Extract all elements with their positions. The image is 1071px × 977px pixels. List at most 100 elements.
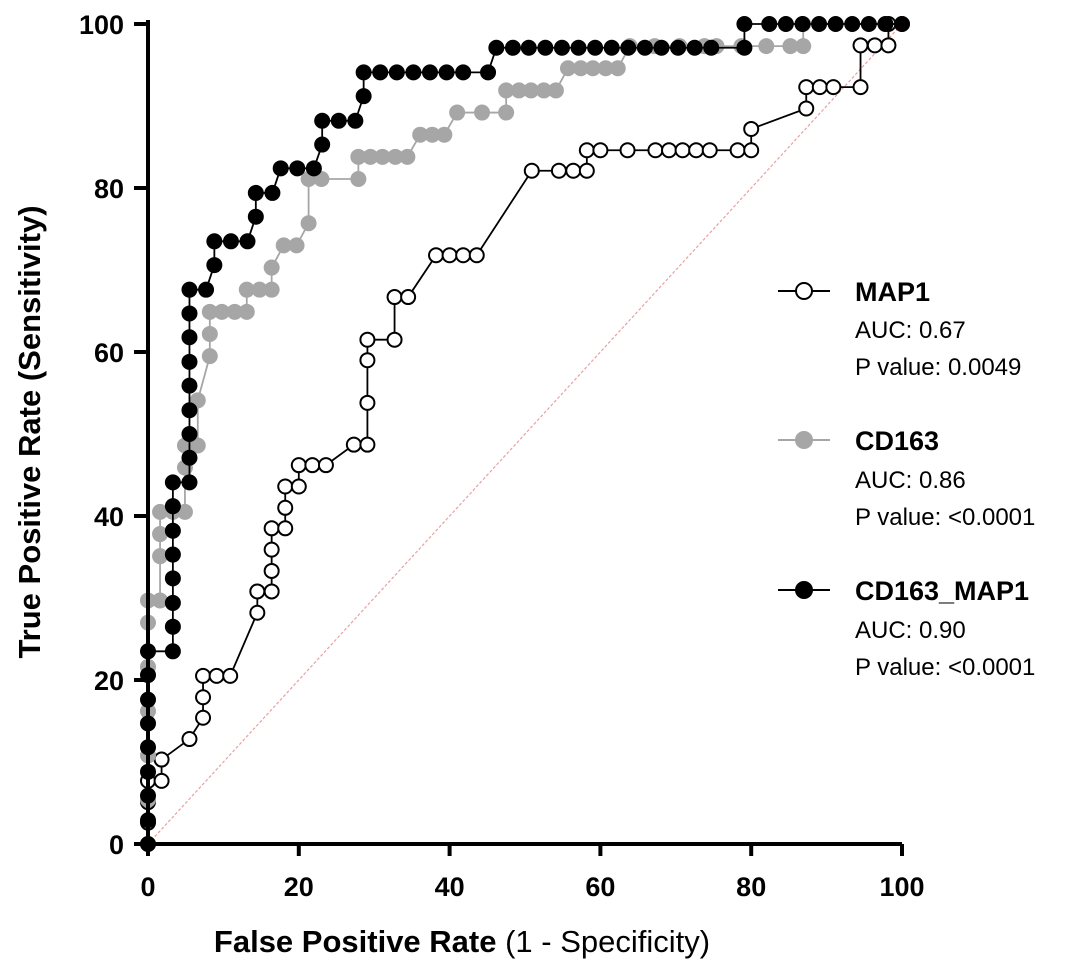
- data-point-map1: [277, 478, 294, 495]
- x-axis-title: False Positive Rate (1 - Specificity): [214, 924, 710, 959]
- y-tick-label: 60: [94, 338, 124, 368]
- legend-label-cd163-map1: CD163_MAP1: [855, 576, 1029, 606]
- data-point-cd163: [350, 170, 367, 187]
- data-point-map1: [359, 436, 376, 453]
- data-point-cd163: [152, 592, 169, 609]
- data-point-cd163-map1: [305, 160, 322, 177]
- legend-marker-map1: [795, 282, 813, 300]
- data-point-cd163-map1: [181, 353, 198, 370]
- data-point-map1: [866, 37, 883, 54]
- data-point-map1: [304, 457, 321, 474]
- data-point-cd163-map1: [181, 281, 198, 298]
- series-layer: [140, 16, 910, 852]
- data-point-cd163-map1: [181, 449, 198, 466]
- data-point-cd163-map1: [206, 257, 223, 274]
- tick-layer: 0 20 40 60 80 100 0 20 40 60 80 100: [79, 10, 925, 902]
- legend-marker-cd163-map1: [795, 581, 813, 599]
- data-point-cd163-map1: [222, 233, 239, 250]
- data-point-cd163-map1: [504, 39, 521, 56]
- data-point-map1: [523, 162, 540, 179]
- data-point-map1: [578, 142, 595, 159]
- data-point-cd163-map1: [653, 39, 670, 56]
- data-point-cd163: [288, 237, 305, 254]
- data-point-cd163-map1: [761, 16, 778, 32]
- data-point-map1: [263, 583, 280, 600]
- data-point-map1: [825, 79, 842, 96]
- series-cd163-map1: [140, 16, 910, 852]
- data-point-cd163: [498, 104, 515, 121]
- data-point-map1: [181, 731, 198, 748]
- data-point-cd163-map1: [347, 112, 364, 129]
- data-point-cd163-map1: [794, 16, 811, 32]
- data-point-map1: [400, 289, 417, 306]
- data-point-cd163: [300, 215, 317, 232]
- data-point-cd163-map1: [686, 39, 703, 56]
- data-point-cd163: [547, 82, 564, 99]
- legend-auc-cd163: AUC: 0.86: [855, 467, 966, 494]
- legend-entry-cd163: CD163 AUC: 0.86 P value: <0.0001: [778, 426, 1035, 531]
- data-point-cd163-map1: [703, 39, 720, 56]
- data-point-cd163-map1: [181, 377, 198, 394]
- data-point-cd163-map1: [438, 64, 455, 81]
- data-point-cd163-map1: [164, 570, 181, 587]
- data-point-cd163-map1: [620, 39, 637, 56]
- data-point-cd163: [436, 126, 453, 143]
- data-point-map1: [195, 689, 212, 706]
- data-point-cd163-map1: [355, 88, 372, 105]
- data-point-cd163-map1: [355, 64, 372, 81]
- data-point-map1: [222, 667, 239, 684]
- data-point-map1: [798, 100, 815, 117]
- x-axis-title-bold: False Positive Rate: [214, 924, 497, 959]
- legend-entry-map1: MAP1 AUC: 0.67 P value: 0.0049: [778, 277, 1021, 381]
- data-point-map1: [290, 478, 307, 495]
- x-tick-label: 20: [284, 872, 314, 902]
- series-map1: [140, 16, 910, 852]
- y-tick-label: 80: [94, 174, 124, 204]
- data-point-map1: [688, 142, 705, 159]
- data-point-map1: [359, 394, 376, 411]
- data-point-cd163-map1: [181, 474, 198, 491]
- data-point-map1: [317, 457, 334, 474]
- x-tick-label: 40: [435, 872, 465, 902]
- y-tick-label: 100: [79, 10, 124, 40]
- legend: MAP1 AUC: 0.67 P value: 0.0049 CD163 AUC…: [778, 277, 1035, 681]
- data-point-cd163: [758, 38, 775, 55]
- data-point-cd163-map1: [777, 16, 794, 32]
- data-point-map1: [592, 142, 609, 159]
- data-point-cd163-map1: [164, 546, 181, 563]
- x-tick-label: 80: [736, 872, 766, 902]
- data-point-cd163-map1: [247, 184, 264, 201]
- data-point-map1: [195, 667, 212, 684]
- data-point-map1: [619, 142, 636, 159]
- data-point-cd163-map1: [811, 16, 828, 32]
- chance-reference-line: [147, 23, 903, 845]
- data-point-map1: [208, 667, 225, 684]
- data-point-cd163-map1: [314, 112, 331, 129]
- x-tick-label: 0: [140, 872, 155, 902]
- data-point-cd163-map1: [736, 39, 753, 56]
- data-point-cd163-map1: [603, 39, 620, 56]
- data-point-cd163-map1: [181, 329, 198, 346]
- data-point-map1: [359, 352, 376, 369]
- data-point-map1: [852, 37, 869, 54]
- data-point-cd163-map1: [164, 498, 181, 515]
- data-point-map1: [263, 541, 280, 558]
- data-point-cd163-map1: [164, 474, 181, 491]
- data-point-cd163: [474, 104, 491, 121]
- data-point-cd163-map1: [844, 16, 861, 32]
- data-point-cd163-map1: [272, 160, 289, 177]
- data-point-map1: [674, 142, 691, 159]
- data-point-cd163: [609, 60, 626, 77]
- y-tick-label: 40: [94, 502, 124, 532]
- data-point-map1: [743, 142, 760, 159]
- data-point-cd163-map1: [480, 64, 497, 81]
- data-point-cd163-map1: [164, 618, 181, 635]
- data-point-map1: [647, 142, 664, 159]
- data-point-map1: [359, 331, 376, 348]
- data-point-map1: [743, 120, 760, 137]
- data-point-map1: [277, 520, 294, 537]
- data-point-cd163-map1: [488, 39, 505, 56]
- data-point-cd163-map1: [860, 16, 877, 32]
- legend-auc-map1: AUC: 0.67: [855, 317, 966, 344]
